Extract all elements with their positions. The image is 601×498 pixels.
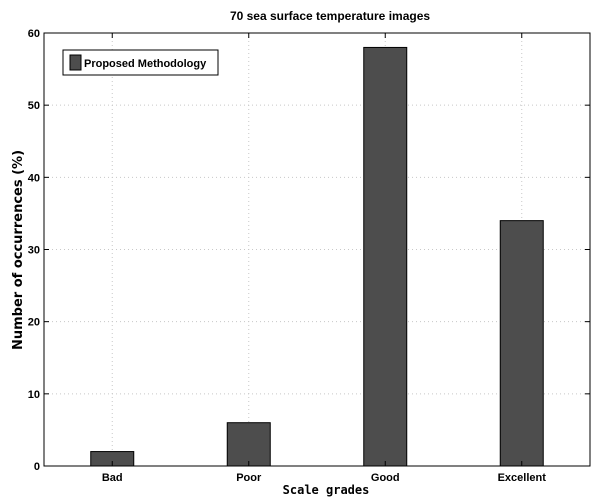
y-tick-label: 30: [28, 245, 40, 257]
x-tick-label: Excellent: [498, 472, 547, 484]
x-axis-ticks: Bad Poor Good Excellent: [102, 33, 546, 484]
chart-title: 70 sea surface temperature images: [230, 9, 430, 23]
bars: [90, 46, 544, 467]
y-axis-ticks: 0 10 20 30 40 50 60: [28, 28, 590, 473]
bar-excellent: [499, 220, 544, 467]
legend-label: Proposed Methodology: [84, 58, 207, 70]
y-tick-label: 50: [28, 100, 40, 112]
y-tick-label: 40: [28, 172, 40, 184]
y-tick-label: 60: [28, 28, 40, 40]
x-tick-label: Bad: [102, 472, 123, 484]
y-tick-label: 20: [28, 317, 40, 329]
legend-box: [62, 49, 219, 76]
bar-poor: [226, 422, 271, 467]
x-axis-label: Scale grades: [283, 483, 370, 497]
x-tick-label: Poor: [236, 472, 262, 484]
legend: Proposed Methodology: [62, 49, 219, 76]
y-tick-label: 10: [28, 389, 40, 401]
y-tick-label: 0: [34, 461, 40, 473]
bar-good: [363, 46, 408, 467]
x-tick-label: Good: [371, 472, 400, 484]
y-axis-label: Number of occurrences (%): [11, 150, 26, 350]
legend-swatch: [69, 54, 82, 71]
